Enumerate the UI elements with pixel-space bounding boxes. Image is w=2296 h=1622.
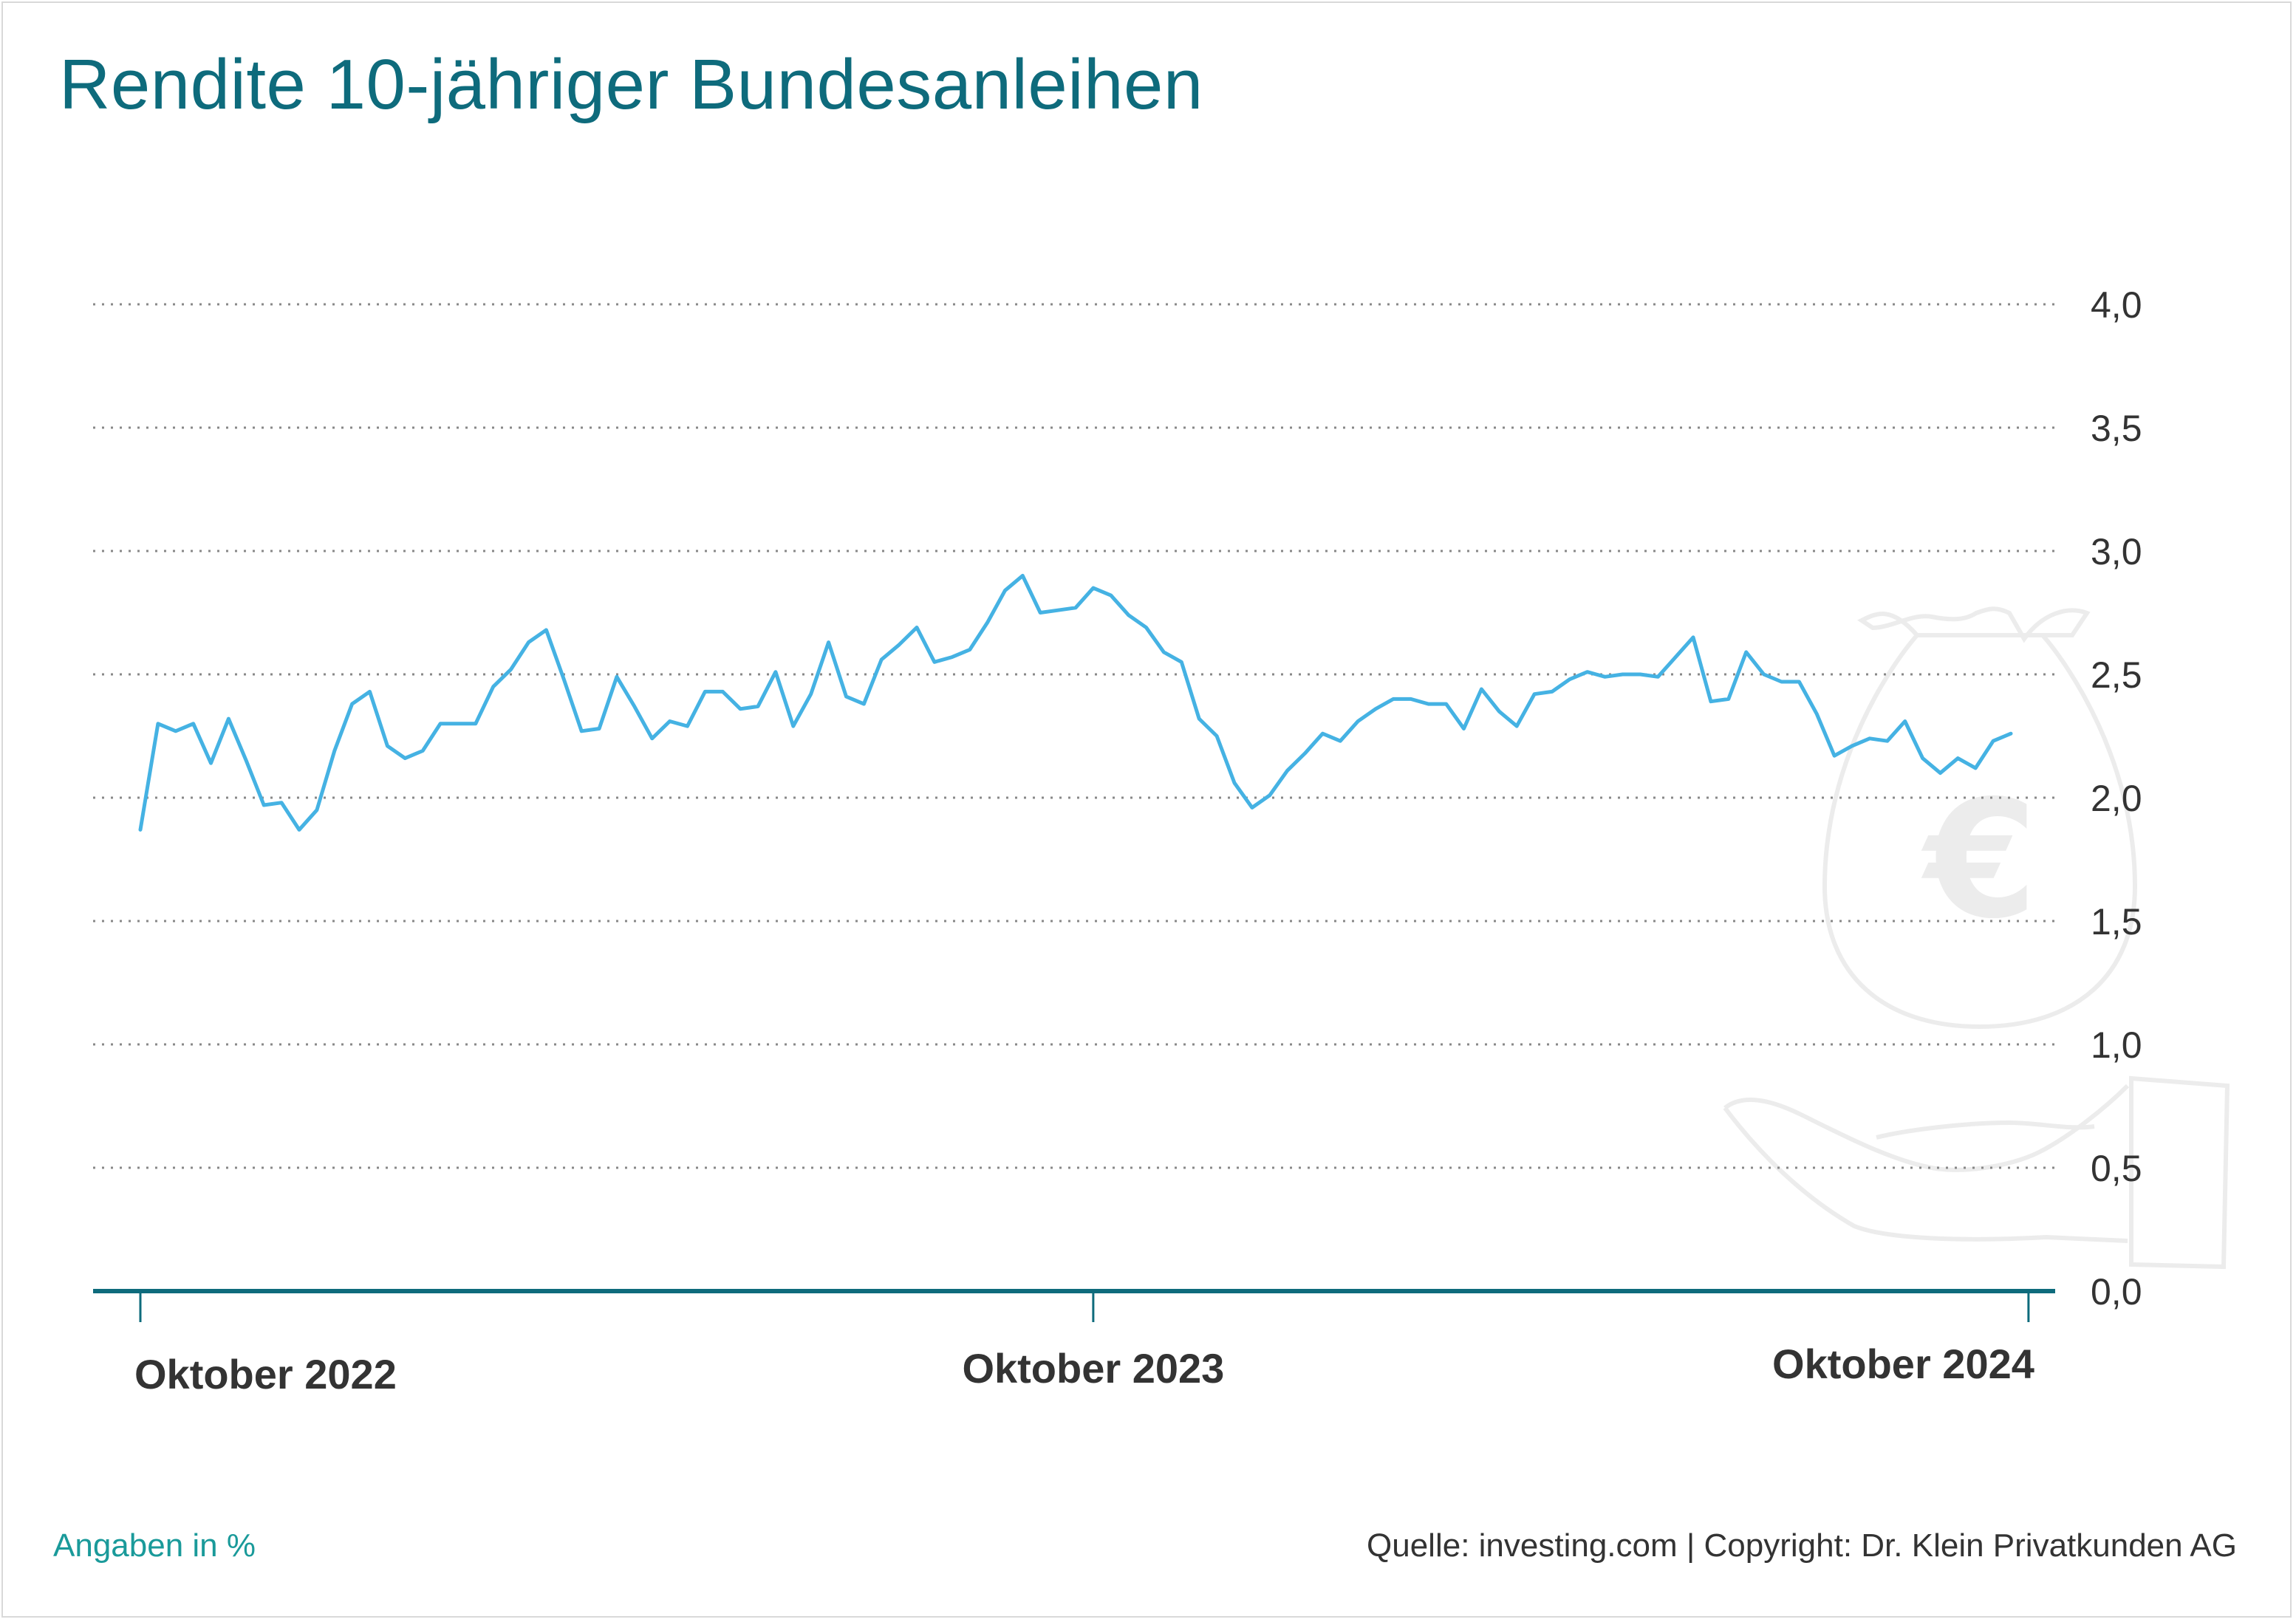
grid-lines bbox=[93, 303, 2055, 1169]
y-tick-label: 3,5 bbox=[2091, 408, 2142, 449]
x-tick-label: Oktober 2024 bbox=[1772, 1341, 2034, 1387]
y-tick-label: 4,0 bbox=[2091, 284, 2142, 326]
y-tick-labels: 0,0 0,5 1,0 1,5 2,0 2,5 3,0 3,5 4,0 bbox=[2091, 284, 2142, 1313]
x-tick-label: Oktober 2022 bbox=[134, 1351, 397, 1397]
unit-note: Angaben in % bbox=[53, 1527, 256, 1564]
series-line-rendite bbox=[138, 573, 2013, 832]
y-tick-label: 0,5 bbox=[2091, 1148, 2142, 1189]
y-tick-label: 0,0 bbox=[2091, 1271, 2142, 1313]
svg-text:€: € bbox=[1921, 765, 2037, 954]
chart-title: Rendite 10-jähriger Bundesanleihen bbox=[59, 45, 1203, 124]
x-axis bbox=[93, 1289, 2055, 1322]
y-tick-label: 1,5 bbox=[2091, 901, 2142, 942]
series-group bbox=[138, 573, 2013, 832]
y-tick-label: 1,0 bbox=[2091, 1024, 2142, 1066]
y-tick-label: 2,5 bbox=[2091, 654, 2142, 696]
y-tick-label: 3,0 bbox=[2091, 531, 2142, 572]
money-bag-euro-icon: € bbox=[1822, 606, 2138, 1030]
source-credit: Quelle: investing.com | Copyright: Dr. K… bbox=[1367, 1527, 2237, 1564]
x-tick-label: Oktober 2023 bbox=[962, 1345, 1224, 1392]
y-tick-label: 2,0 bbox=[2091, 778, 2142, 819]
open-hand-icon bbox=[1723, 1075, 2230, 1270]
x-tick-labels: Oktober 2022 Oktober 2023 Oktober 2024 bbox=[134, 1341, 2034, 1397]
